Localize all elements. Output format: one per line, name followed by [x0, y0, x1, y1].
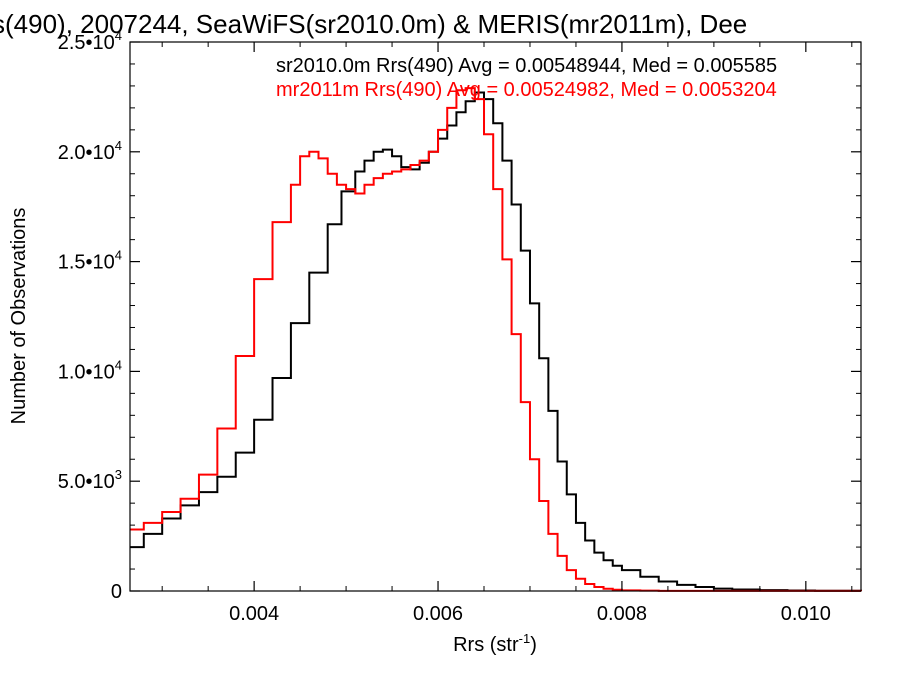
x-tick-label: 0.008: [597, 603, 647, 625]
y-tick-label: 0: [111, 581, 122, 603]
y-tick-label: 5.0•103: [58, 467, 122, 493]
plot-area: 0.004 0.006 0.008 0.010 0 5.0•103 1.0•104 1.5•…: [58, 28, 862, 625]
x-axis-label-close: ): [530, 634, 537, 656]
series-line-1: [130, 87, 862, 592]
x-axis-label: Rrs (str-1): [453, 631, 537, 656]
annotation-red: mr2011m Rrs(490) Avg = 0.00524982, Med =…: [276, 79, 777, 101]
chart-title: s(490), 2007244, SeaWiFS(sr2010.0m) & ME…: [0, 9, 747, 39]
y-axis-ticks: 0 5.0•103 1.0•104 1.5•104 2.0•104 2.5•104: [58, 28, 861, 603]
y-tick-label: 2.0•104: [58, 138, 122, 164]
annotation-black: sr2010.0m Rrs(490) Avg = 0.00548944, Med…: [276, 55, 777, 77]
x-axis-label-sup: -1: [519, 631, 531, 646]
x-tick-label: 0.004: [229, 603, 279, 625]
x-axis-ticks: 0.004 0.006 0.008 0.010: [161, 42, 853, 625]
y-tick-label: 1.5•104: [58, 248, 122, 274]
y-tick-label: 1.0•104: [58, 357, 122, 383]
x-axis-label-main: Rrs (str: [453, 634, 519, 656]
plot-frame: [129, 41, 862, 592]
y-axis-label: Number of Observations: [8, 208, 30, 425]
series-layer: [130, 87, 862, 592]
x-tick-label: 0.006: [413, 603, 463, 625]
x-tick-label: 0.010: [781, 603, 831, 625]
series-line-0: [130, 91, 862, 592]
y-tick-label: 2.5•104: [58, 28, 122, 54]
